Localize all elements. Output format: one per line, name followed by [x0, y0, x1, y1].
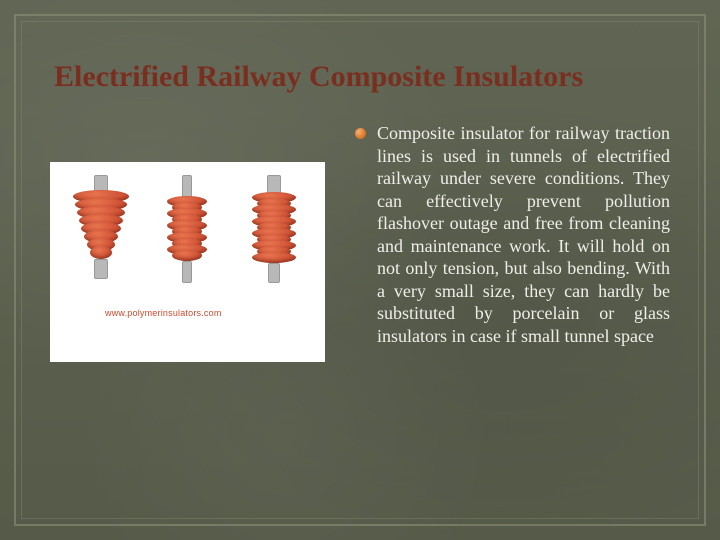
slide-content: Electrified Railway Composite Insulators… [0, 0, 720, 540]
image-watermark: www.polymerinsulators.com [105, 308, 222, 318]
insulator-2 [147, 175, 227, 350]
insulator-3 [234, 175, 314, 350]
two-column-layout: www.polymerinsulators.com Composite insu… [50, 122, 670, 362]
slide-title: Electrified Railway Composite Insulators [54, 60, 670, 94]
body-paragraph: Composite insulator for railway traction… [355, 122, 670, 347]
insulator-image: www.polymerinsulators.com [50, 162, 325, 362]
bullet-icon [355, 128, 366, 139]
body-text-content: Composite insulator for railway traction… [377, 123, 670, 346]
insulator-1 [61, 175, 141, 350]
